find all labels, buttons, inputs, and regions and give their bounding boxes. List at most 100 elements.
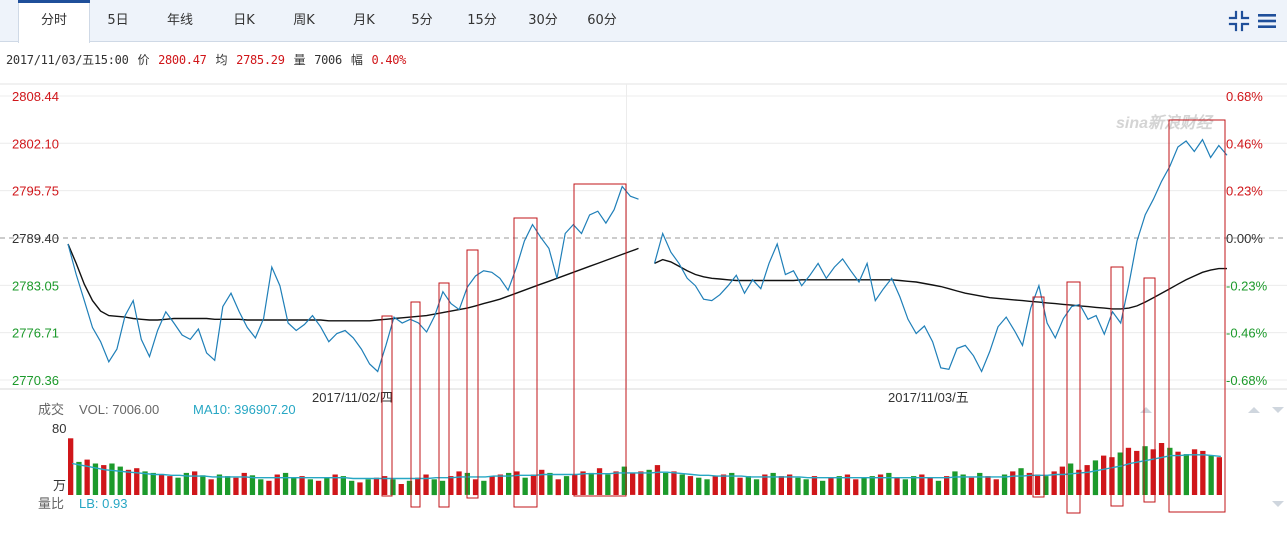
volume-bar [704,479,710,496]
volume-bar [630,472,636,495]
volume-bar [101,465,107,495]
volume-bar [142,471,148,495]
volume-bar [1142,446,1148,495]
tab-7[interactable]: 15分 [467,13,497,28]
volume-bar [1167,447,1173,496]
volume-bar [1026,472,1032,495]
volume-bar [398,484,404,495]
volume-bar [811,476,818,495]
volume-title: 成交 [38,402,64,417]
volume-bar [489,476,495,495]
volume-bar [787,474,793,495]
y-tick-right: -0.23% [1226,278,1268,293]
menu-icon[interactable] [1255,9,1279,33]
volume-bar [861,477,867,495]
volume-bar [249,475,256,495]
volume-bar [1084,465,1090,495]
highlight-box [1168,119,1226,513]
volume-bar [968,477,975,495]
volume-bar [977,472,983,495]
volume-ma-line [71,454,1221,480]
volume-bar [588,472,594,495]
y-tick-left: 2789.40 [12,231,59,246]
collapse-arrows-icon[interactable] [1227,9,1251,33]
volume-bar [1158,443,1165,495]
volume-bar [200,475,206,495]
volume-bar [1092,460,1099,496]
volume-bar [555,479,561,496]
volume-bar [216,474,223,495]
intraday-chart[interactable]: 2808.44 0.68% 2802.10 0.46% 2795.75 0.23% 2789… [0,80,1287,553]
highlight-box [1143,277,1156,503]
y-tick-right: 0.68% [1226,89,1263,104]
zoom-out-icon [1272,407,1284,413]
tab-1[interactable]: 5日 [107,13,129,28]
volume-bar [737,477,743,495]
volume-bar [580,471,586,495]
tab-9[interactable]: 60分 [587,13,617,28]
volume-bar [439,480,446,495]
lb-readout: LB: 0.93 [79,496,127,511]
tab-3[interactable]: 日K [233,13,255,28]
volume-bar [1068,463,1074,495]
volume-bar [944,476,950,495]
highlight-box [410,301,421,508]
volume-max-label: 80 [52,421,66,436]
price-line-1 [653,138,1228,373]
volume-bar [596,468,603,495]
highlight-box [573,183,627,497]
volume-bar [572,474,578,495]
volume-bar [886,472,892,495]
volume-bar [935,480,942,495]
volume-bar [1076,469,1082,495]
volume-unit-label: 万 [53,478,66,493]
volume-bar [472,479,479,496]
tab-5[interactable]: 月K [353,13,375,28]
volume-bar [1191,449,1198,495]
volume-bar [803,479,809,496]
volume-bar [448,476,454,495]
volume-bar [696,477,702,495]
volume-bar [158,474,165,495]
volume-bar [902,479,908,496]
volume-bar [563,476,570,495]
volume-bar [299,476,305,495]
tab-4[interactable]: 周K [293,13,315,28]
volume-bar [522,477,528,495]
volume-bar [76,461,82,495]
volume-bar [134,468,140,495]
zoom-in-icon [1248,407,1260,413]
volume-bar [745,476,751,495]
avg-label: 均 [215,53,228,67]
volume-bar [1101,455,1107,495]
highlight-box [438,282,450,508]
price-value: 2800.47 [158,53,207,67]
volume-bar [539,469,545,495]
volume-bar [167,476,173,495]
volume-bar [324,477,330,495]
y-tick-left: 2808.44 [12,89,59,104]
volume-bar [712,476,718,495]
volume-bar [423,474,429,495]
volume-bar [456,471,462,495]
x-tick-label: 2017/11/03/五 [888,390,969,405]
tab-0[interactable]: 分时 [18,0,90,43]
volume-bar [1051,471,1057,495]
volume-bar [241,472,247,495]
tab-2[interactable]: 年线 [166,13,193,28]
volume-bar [233,477,239,495]
price-line-0 [67,185,639,373]
y-tick-right: -0.68% [1226,373,1268,388]
tab-6[interactable]: 5分 [411,13,433,28]
y-tick-left: 2776.71 [12,326,59,341]
y-tick-right: 0.00% [1226,231,1263,246]
volume-bar [952,471,958,495]
volume-bar [84,459,90,495]
volume-bar [274,474,280,495]
scroll-up-icon [1140,407,1152,413]
volume-bar [282,472,289,495]
volume-bar [415,477,421,495]
volume-bar [373,477,380,495]
scroll-down-icon [1272,501,1284,507]
tab-8[interactable]: 30分 [528,13,558,28]
